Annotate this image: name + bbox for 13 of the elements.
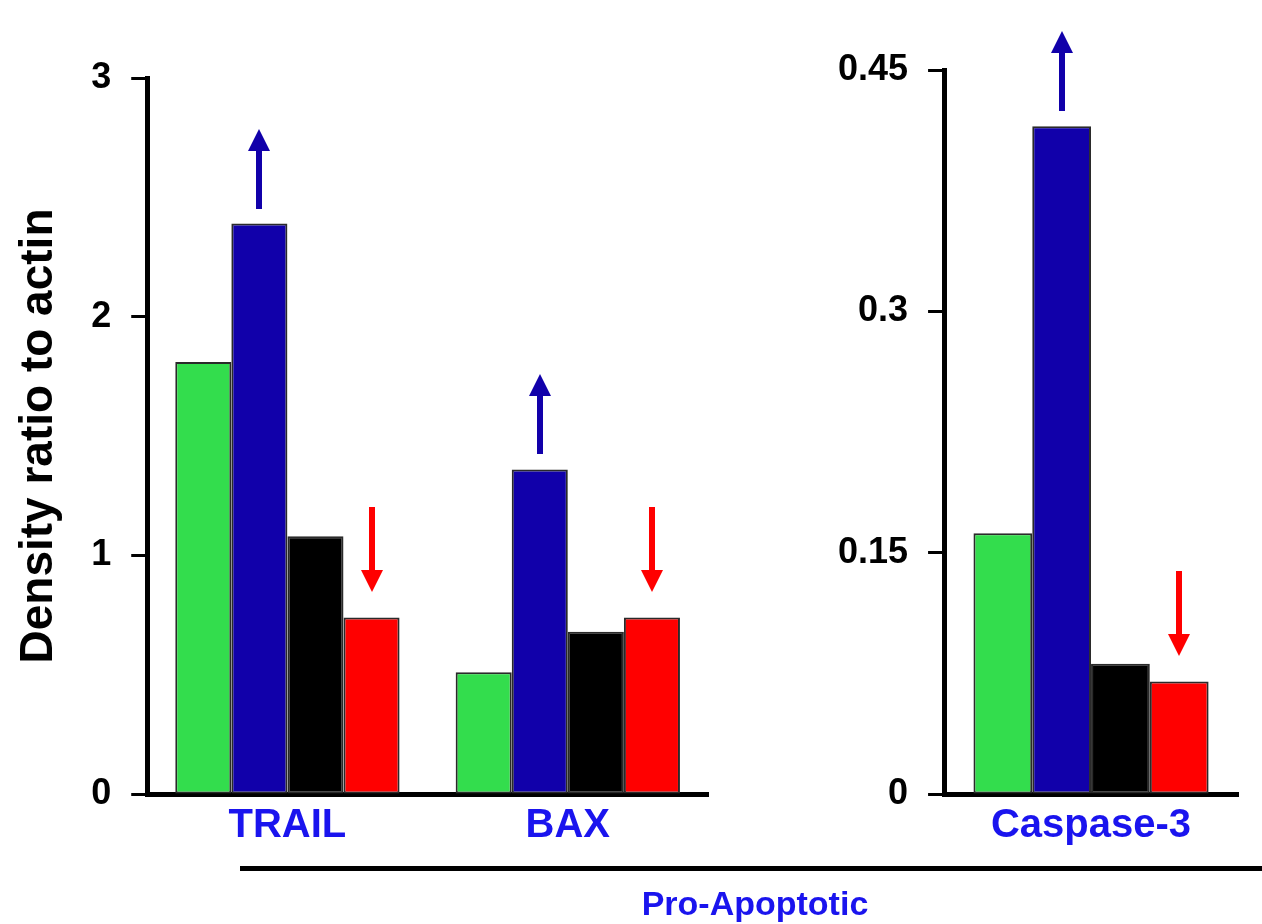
x-tick-label: BAX bbox=[525, 801, 611, 846]
y-tick-label: 0 bbox=[91, 770, 112, 812]
y-tick-label: 0 bbox=[888, 770, 909, 812]
y-tick-label: 0.3 bbox=[858, 288, 909, 330]
y-tick-label: 0.15 bbox=[837, 529, 909, 571]
y-tick-label: 1 bbox=[91, 532, 112, 574]
text: Pro-Apoptotic bbox=[640, 884, 870, 923]
y-tick-label: 2 bbox=[91, 293, 112, 335]
y-tick-label: 0.45 bbox=[837, 46, 909, 88]
x-tick-label: Caspase-3 bbox=[990, 801, 1192, 846]
y-axis-title: Density ratio to actin bbox=[10, 208, 63, 664]
y-tick-label: 3 bbox=[91, 54, 112, 96]
x-tick-label: TRAIL bbox=[228, 801, 347, 846]
